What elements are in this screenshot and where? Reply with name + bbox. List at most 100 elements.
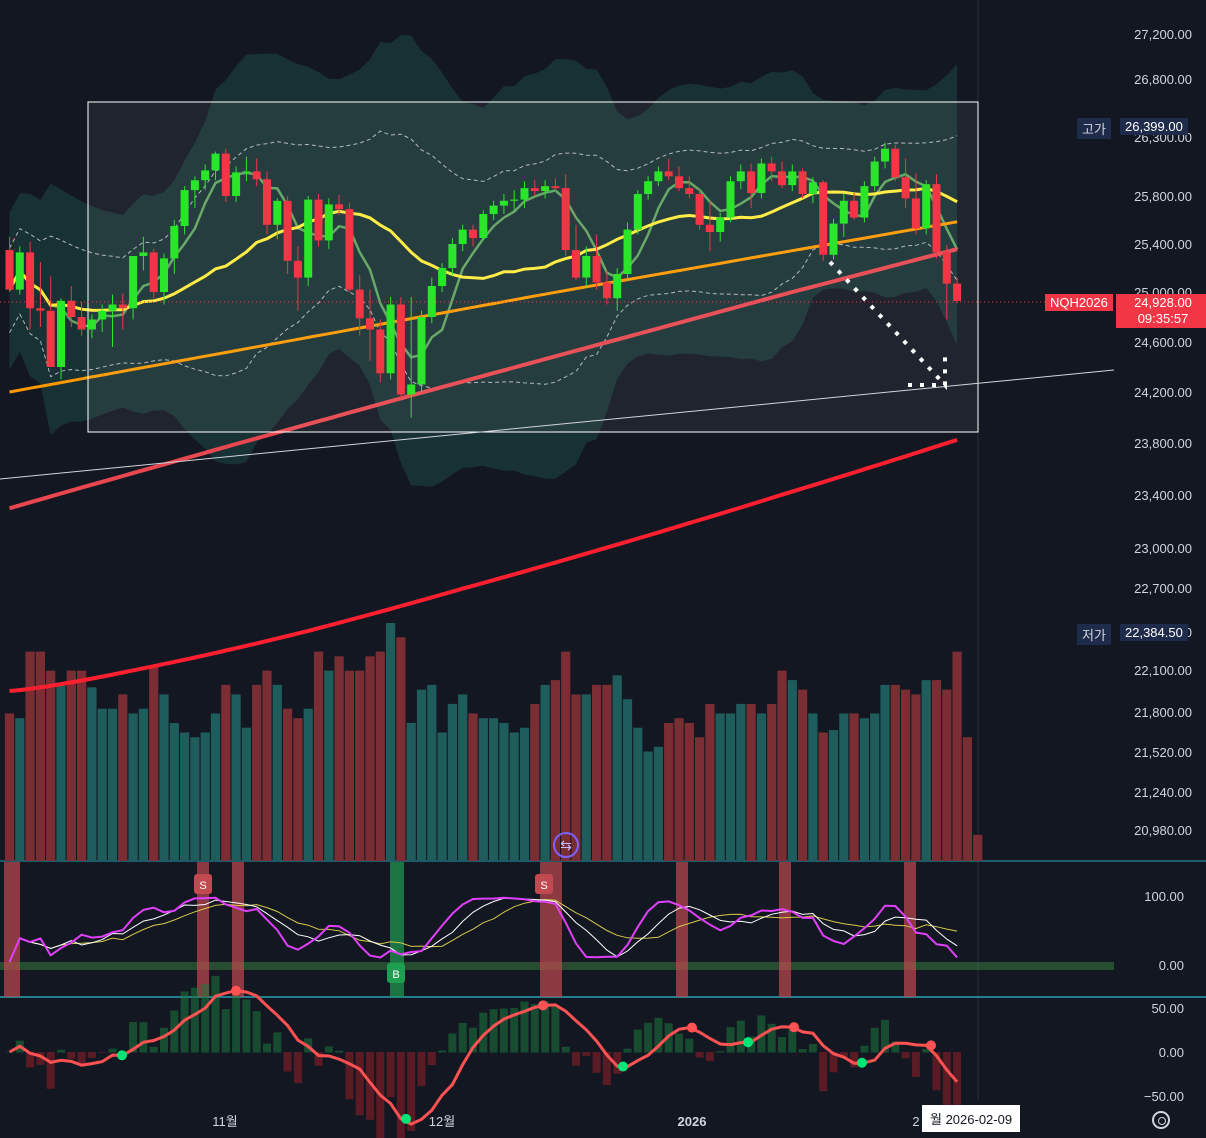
price-axis-label: 23,000.00 <box>1134 541 1192 556</box>
candle <box>283 196 292 274</box>
momentum-bar <box>778 1037 786 1053</box>
momentum-bar <box>602 1052 611 1086</box>
price-axis[interactable]: 27,200.0026,800.0026,300.0025,800.0025,4… <box>1134 27 1192 838</box>
signal-zone <box>4 862 20 997</box>
settings-gear-icon[interactable] <box>1152 1111 1170 1129</box>
volume-bar <box>200 732 210 861</box>
momentum-bar <box>582 1052 591 1056</box>
candle <box>273 198 282 240</box>
volume-bar <box>169 722 179 861</box>
momentum-bar <box>273 1032 282 1053</box>
oscillator-fast-line <box>8 896 958 963</box>
oscillator-axis-label: 0.00 <box>1159 958 1184 973</box>
candle <box>479 210 488 241</box>
candle <box>911 173 920 235</box>
volume-bar <box>499 722 509 861</box>
candle <box>561 174 570 256</box>
candle <box>644 176 653 200</box>
candle <box>932 174 941 259</box>
volume-bar <box>447 703 457 861</box>
candle <box>808 177 817 204</box>
momentum-bar <box>716 1051 725 1053</box>
volume-bar <box>324 670 334 861</box>
momentum-bar <box>427 1052 436 1066</box>
price-axis-label: 26,800.00 <box>1134 72 1192 87</box>
candle <box>438 263 447 292</box>
momentum-bar <box>572 1052 580 1066</box>
candle <box>252 158 261 187</box>
volume-bar <box>468 713 478 861</box>
momentum-bar <box>891 1041 900 1053</box>
candle <box>304 196 313 286</box>
volume-bar <box>180 732 190 861</box>
volume-bar <box>406 722 416 861</box>
candle <box>623 222 632 282</box>
time-axis[interactable]: 11월 12월 2026 2 <box>212 1114 919 1129</box>
momentum-bar <box>263 1043 271 1053</box>
momentum-bar <box>922 1048 931 1053</box>
candle <box>366 289 374 361</box>
candle <box>767 156 776 182</box>
momentum-bar <box>221 1009 230 1053</box>
volume-bar <box>901 689 911 861</box>
candle <box>108 294 117 347</box>
trendline-lower[interactable] <box>0 369 1115 480</box>
volume-bar <box>859 718 869 861</box>
momentum-bar <box>767 1023 776 1053</box>
volume-bar <box>46 670 56 861</box>
momentum-bar <box>355 1052 364 1116</box>
volume-bar <box>138 708 148 861</box>
volume-bar <box>561 651 571 861</box>
candle <box>98 304 107 332</box>
momentum-bar <box>366 1052 374 1120</box>
momentum-bar <box>932 1052 941 1091</box>
volume-bar <box>293 718 303 861</box>
volume-bar <box>355 670 365 861</box>
volume-bar <box>653 746 663 861</box>
momentum-bar <box>695 1052 704 1058</box>
momentum-cross-dot <box>789 1022 799 1033</box>
momentum-pane: 50.00 0.00 −50.00 <box>5 975 1184 1138</box>
volume-bar <box>519 727 530 861</box>
candle <box>469 224 477 247</box>
signal-marker-label: S <box>540 880 547 892</box>
momentum-bar <box>417 1052 426 1087</box>
candle <box>633 190 642 235</box>
price-axis-label: 27,200.00 <box>1134 27 1192 42</box>
candle <box>180 186 189 235</box>
momentum-cross-dot <box>926 1040 936 1051</box>
last-price-value: 24,928.00 <box>1134 295 1192 310</box>
momentum-bar <box>736 1020 745 1053</box>
candle <box>860 181 869 223</box>
candle <box>654 166 663 187</box>
candle <box>953 277 962 304</box>
candle <box>232 166 241 202</box>
momentum-bar <box>345 1052 354 1100</box>
price-axis-label: 22,700.00 <box>1134 581 1192 596</box>
volume-bar <box>756 713 766 861</box>
volume-bar <box>571 694 581 861</box>
bollinger-band <box>9 34 958 487</box>
momentum-bar <box>901 1052 910 1059</box>
signal-zone <box>540 862 562 997</box>
price-axis-label: 25,400.00 <box>1134 237 1192 252</box>
momentum-bar <box>57 1049 65 1053</box>
range-box-drawing[interactable] <box>87 101 979 433</box>
candle <box>407 297 416 418</box>
volume-bar <box>365 656 375 861</box>
momentum-bar <box>67 1052 76 1059</box>
momentum-bar <box>551 1005 560 1053</box>
volume-bar <box>643 751 653 861</box>
replay-icon[interactable]: ⇆ <box>553 832 579 858</box>
candle <box>829 218 838 260</box>
momentum-bar <box>139 1022 148 1053</box>
volume-bar <box>818 732 828 861</box>
candle <box>819 180 828 261</box>
time-axis-label: 2 <box>912 1114 919 1129</box>
candle <box>335 195 344 216</box>
volume-bar <box>231 694 241 861</box>
volume-bar <box>581 694 591 861</box>
momentum-bar <box>499 1008 508 1053</box>
momentum-cross-dot <box>743 1037 753 1048</box>
